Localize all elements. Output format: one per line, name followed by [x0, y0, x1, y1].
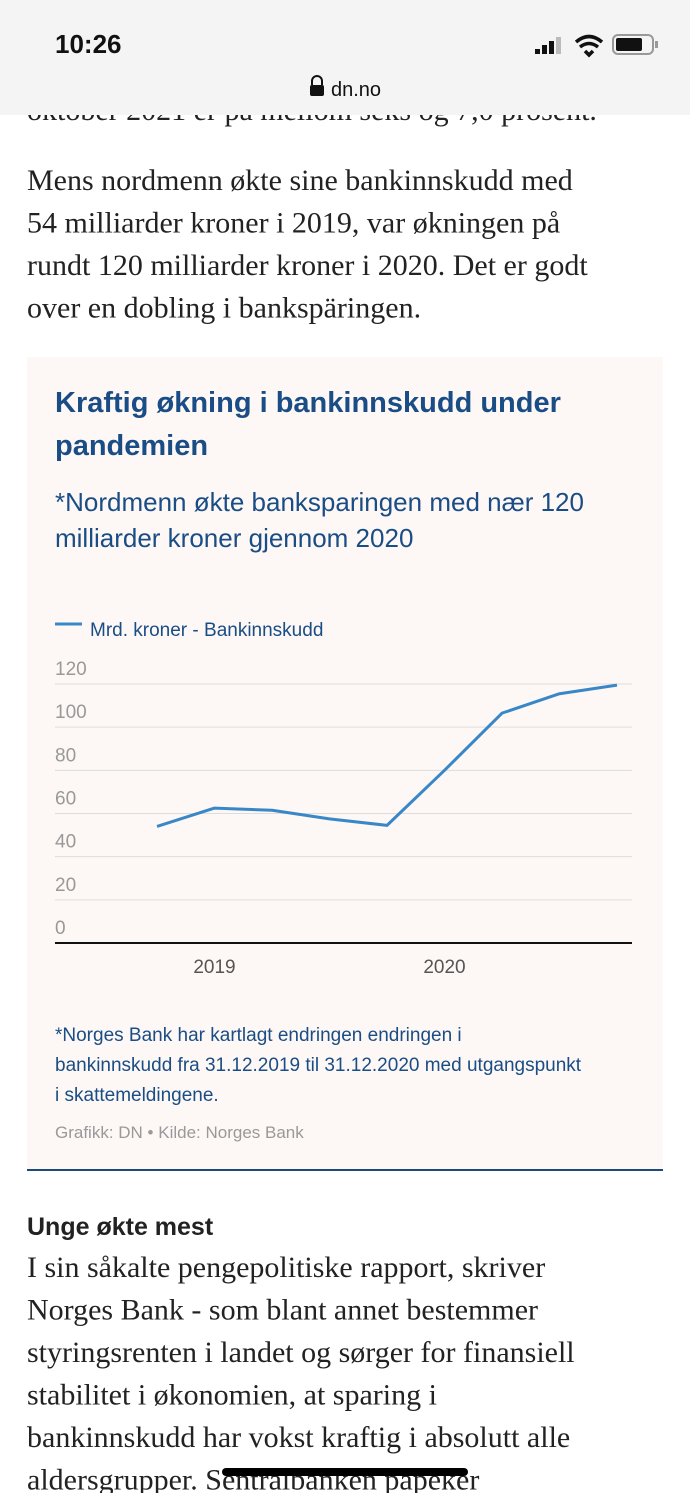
paragraph-line: over en dobling i bankspäringen.	[27, 292, 421, 325]
paragraph-line: Mens nordmenn økte sine bankinnskudd med	[27, 164, 573, 197]
wifi-icon	[574, 34, 604, 58]
data-line	[156, 683, 618, 828]
lock-icon-body	[310, 85, 324, 96]
paragraph-line: bankinnskudd har vokst kraftig i absolut…	[27, 1421, 570, 1454]
chart-subtitle: milliarder kroner gjennom 2020	[55, 523, 413, 553]
chart-box	[27, 357, 663, 1170]
battery-icon	[612, 34, 658, 55]
section-heading: Unge økte mest	[27, 1213, 214, 1241]
chart-source: Grafikk: DN • Kilde: Norges Bank	[55, 1123, 304, 1142]
legend-label: Mrd. kroner - Bankinnskudd	[90, 620, 323, 641]
x-tick-label: 2020	[423, 957, 465, 978]
chart-title: pandemien	[55, 430, 208, 462]
y-tick-label: 60	[55, 789, 76, 810]
y-tick-label: 80	[55, 745, 76, 766]
paragraph-line: I sin såkalte pengepolitiske rapport, sk…	[27, 1251, 545, 1284]
y-tick-label: 20	[55, 875, 76, 896]
chart-note: bankinnskudd fra 31.12.2019 til 31.12.20…	[55, 1055, 582, 1076]
paragraph-line: 54 milliarder kroner i 2019, var økninge…	[27, 207, 560, 240]
y-tick-label: 100	[55, 702, 87, 723]
lock-icon	[311, 75, 323, 85]
chart-note: *Norges Bank har kartlagt endringen endr…	[55, 1025, 462, 1046]
x-tick-label: 2019	[193, 957, 235, 978]
signal-icon	[535, 37, 561, 54]
chart-title: Kraftig økning i bankinnskudd under	[55, 387, 561, 419]
status-bar	[0, 0, 690, 115]
y-tick-label: 120	[55, 659, 87, 680]
home-indicator	[222, 1468, 468, 1476]
paragraph-line: Norges Bank - som blant annet bestemmer	[27, 1294, 538, 1327]
url[interactable]: dn.no	[331, 79, 381, 101]
paragraph-line: aldersgrupper. Sentralbanken påpeker	[27, 1464, 479, 1493]
clock: 10:26	[55, 29, 122, 59]
chart-note: i skattemeldingene.	[55, 1085, 219, 1106]
chart-subtitle: *Nordmenn økte banksparingen med nær 120	[55, 487, 584, 517]
y-tick-label: 0	[55, 918, 66, 939]
paragraph-line: rundt 120 milliarder kroner i 2020. Det …	[27, 249, 588, 282]
paragraph-line: stabilitet i økonomien, at sparing i	[27, 1379, 437, 1412]
y-tick-label: 40	[55, 832, 76, 853]
paragraph-line: styringsrenten i landet og sørger for fi…	[27, 1336, 575, 1369]
